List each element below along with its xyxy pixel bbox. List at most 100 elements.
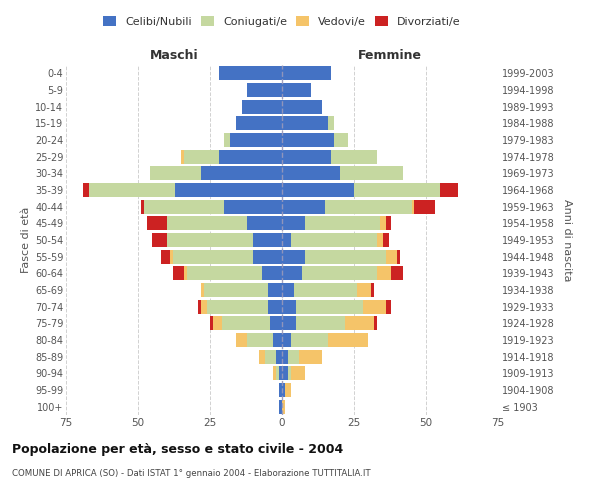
Bar <box>242 100 282 114</box>
Bar <box>374 316 377 330</box>
Bar <box>282 183 354 197</box>
Bar <box>173 266 184 280</box>
Bar <box>415 200 434 214</box>
Text: Maschi: Maschi <box>149 48 199 62</box>
Bar <box>371 283 374 297</box>
Bar <box>276 350 282 364</box>
Bar <box>230 133 282 147</box>
Bar <box>386 216 391 230</box>
Bar <box>279 400 282 414</box>
Bar <box>202 300 207 314</box>
Bar <box>362 300 386 314</box>
Bar <box>282 233 290 247</box>
Bar <box>83 183 89 197</box>
Bar <box>210 316 213 330</box>
Bar <box>354 183 440 197</box>
Bar <box>224 200 282 214</box>
Bar <box>247 83 282 97</box>
Bar <box>202 283 204 297</box>
Bar <box>346 316 374 330</box>
Bar <box>305 216 380 230</box>
Bar <box>204 283 268 297</box>
Bar <box>89 183 175 197</box>
Bar <box>386 250 397 264</box>
Bar <box>377 266 391 280</box>
Bar <box>325 200 412 214</box>
Legend: Celibi/Nubili, Coniugati/e, Vedovi/e, Divorziati/e: Celibi/Nubili, Coniugati/e, Vedovi/e, Di… <box>100 13 464 30</box>
Bar <box>262 266 282 280</box>
Bar <box>282 283 293 297</box>
Bar <box>293 283 357 297</box>
Y-axis label: Fasce di età: Fasce di età <box>20 207 31 273</box>
Text: COMUNE DI APRICA (SO) - Dati ISTAT 1° gennaio 2004 - Elaborazione TUTTITALIA.IT: COMUNE DI APRICA (SO) - Dati ISTAT 1° ge… <box>12 469 371 478</box>
Bar <box>141 200 144 214</box>
Bar <box>282 66 331 80</box>
Bar <box>282 250 305 264</box>
Bar <box>247 216 282 230</box>
Bar <box>218 150 282 164</box>
Bar <box>282 200 325 214</box>
Bar <box>290 333 328 347</box>
Bar <box>265 350 276 364</box>
Bar <box>274 333 282 347</box>
Bar <box>282 383 285 397</box>
Bar <box>440 183 458 197</box>
Bar <box>202 166 282 180</box>
Bar <box>288 350 299 364</box>
Bar <box>290 233 377 247</box>
Bar <box>282 216 305 230</box>
Bar <box>288 366 290 380</box>
Y-axis label: Anni di nascita: Anni di nascita <box>562 198 572 281</box>
Bar <box>282 150 331 164</box>
Bar <box>181 150 184 164</box>
Bar <box>296 316 346 330</box>
Bar <box>218 66 282 80</box>
Bar <box>279 366 282 380</box>
Bar <box>268 300 282 314</box>
Bar <box>268 283 282 297</box>
Bar <box>282 333 290 347</box>
Bar <box>290 366 305 380</box>
Bar <box>167 216 247 230</box>
Bar <box>170 250 173 264</box>
Bar <box>391 266 403 280</box>
Bar <box>302 266 377 280</box>
Bar <box>331 150 377 164</box>
Bar <box>213 316 221 330</box>
Bar <box>282 316 296 330</box>
Bar <box>149 166 202 180</box>
Bar <box>175 183 282 197</box>
Bar <box>161 250 170 264</box>
Bar <box>276 366 279 380</box>
Bar <box>282 116 328 130</box>
Bar <box>328 116 334 130</box>
Bar <box>285 383 290 397</box>
Bar <box>305 250 386 264</box>
Bar <box>199 300 202 314</box>
Bar <box>282 400 285 414</box>
Bar <box>221 316 271 330</box>
Bar <box>187 266 262 280</box>
Bar <box>274 366 276 380</box>
Bar <box>167 233 253 247</box>
Bar <box>247 333 274 347</box>
Bar <box>386 300 391 314</box>
Bar <box>282 350 288 364</box>
Bar <box>282 166 340 180</box>
Bar <box>397 250 400 264</box>
Text: Femmine: Femmine <box>358 48 422 62</box>
Bar <box>152 233 167 247</box>
Bar <box>296 300 362 314</box>
Bar <box>383 233 389 247</box>
Bar <box>146 216 167 230</box>
Bar <box>253 250 282 264</box>
Bar <box>334 133 348 147</box>
Bar <box>184 266 187 280</box>
Bar <box>236 116 282 130</box>
Bar <box>224 133 230 147</box>
Bar <box>236 333 247 347</box>
Bar <box>282 300 296 314</box>
Bar <box>282 366 288 380</box>
Bar <box>282 100 322 114</box>
Bar <box>282 266 302 280</box>
